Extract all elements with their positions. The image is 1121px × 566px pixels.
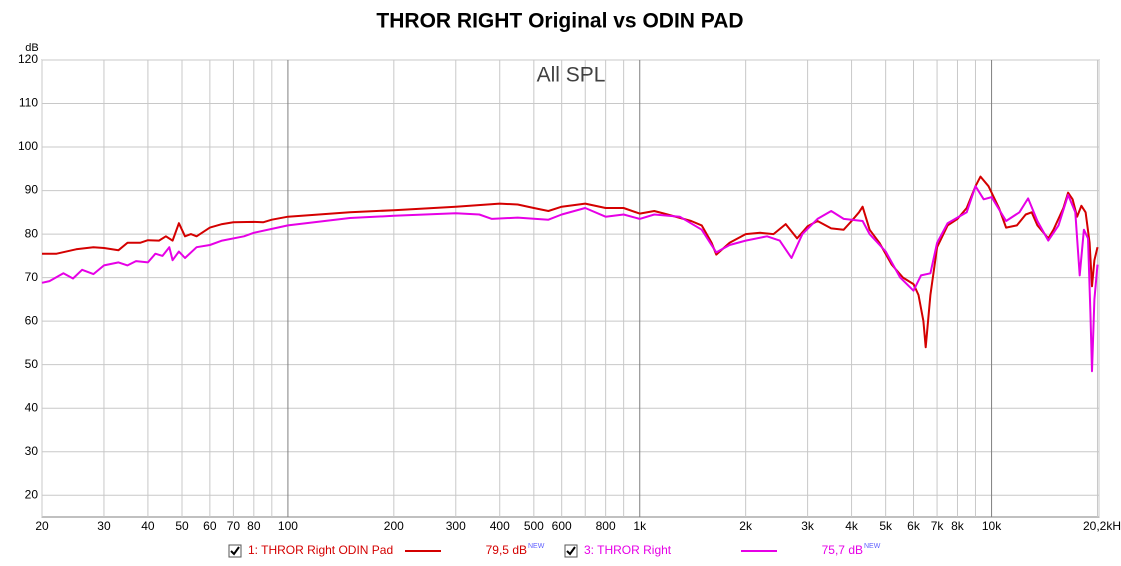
x-tick-label: 2k [739, 519, 753, 533]
x-tick-label: 60 [203, 519, 217, 533]
y-tick-label: 40 [25, 400, 39, 414]
x-tick-label: 10k [982, 519, 1002, 533]
x-tick-label: 80 [247, 519, 261, 533]
legend-level-tag: NEW [528, 543, 545, 550]
y-tick-label: 100 [18, 139, 38, 153]
y-tick-label: 70 [25, 270, 39, 284]
y-tick-label: 50 [25, 357, 39, 371]
annotation: All SPL [537, 64, 606, 87]
x-tick-label: 8k [951, 519, 965, 533]
x-tick-label: 1k [633, 519, 647, 533]
x-tick-label: 40 [141, 519, 155, 533]
legend-checkbox[interactable] [564, 544, 578, 558]
legend-level: 79,5 dB [486, 543, 527, 557]
legend-level: 75,7 dB [822, 543, 863, 557]
y-tick-label: 60 [25, 313, 39, 327]
y-tick-label: 90 [25, 183, 39, 197]
grid [41, 59, 1100, 517]
legend-label: 1: THROR Right ODIN Pad [248, 543, 393, 557]
legend-checkbox[interactable] [228, 544, 242, 558]
legend-level-tag: NEW [864, 543, 881, 550]
x-tick-label: 300 [446, 519, 466, 533]
x-tick-label: 50 [175, 519, 189, 533]
y-tick-label: 30 [25, 444, 39, 458]
x-tick-label: 200 [384, 519, 404, 533]
legend-label: 3: THROR Right [584, 543, 672, 557]
x-tick-label: 20,2kHz [1083, 519, 1121, 533]
checkbox-check [230, 546, 240, 556]
x-tick-label: 100 [278, 519, 298, 533]
y-tick-label: 120 [18, 52, 38, 66]
x-tick-label: 5k [879, 519, 893, 533]
x-tick-label: 400 [490, 519, 510, 533]
x-tick-label: 600 [552, 519, 572, 533]
x-tick-label: 30 [97, 519, 111, 533]
x-tick-label: 20 [35, 519, 49, 533]
x-tick-label: 500 [524, 519, 544, 533]
y-tick-label: 20 [25, 487, 39, 501]
plot-area [41, 59, 1100, 518]
x-tick-label: 6k [907, 519, 921, 533]
y-tick-label: 80 [25, 226, 39, 240]
x-tick-label: 3k [801, 519, 815, 533]
y-tick-label: 110 [19, 96, 38, 110]
x-tick-label: 70 [227, 519, 241, 533]
x-tick-label: 7k [931, 519, 945, 533]
series-line [41, 185, 1099, 373]
chart-title: THROR RIGHT Original vs ODIN PAD [376, 10, 743, 33]
y-axis-label: dB [25, 42, 38, 54]
x-tick-label: 800 [596, 519, 616, 533]
series-line [42, 175, 1099, 349]
legend: 1: THROR Right ODIN Pad 79,5 dB NEW 3: THRO… [228, 543, 881, 558]
x-tick-label: 4k [845, 519, 859, 533]
checkbox-check [566, 546, 576, 556]
